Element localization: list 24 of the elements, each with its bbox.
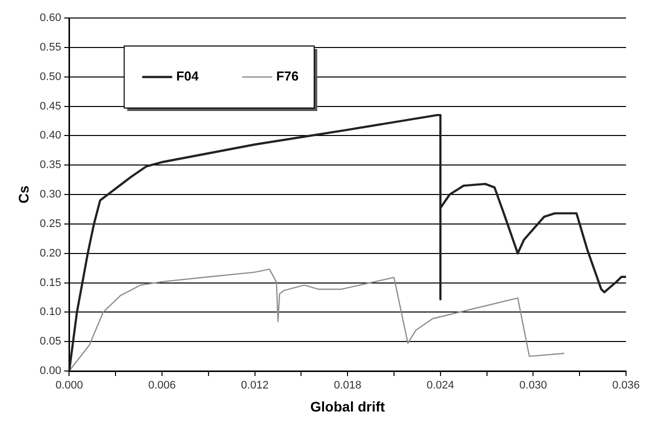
y-tick-label: 0.10 [40, 306, 62, 318]
x-tick-label: 0.018 [334, 380, 362, 392]
legend-label: F76 [276, 68, 299, 84]
y-tick-label: 0.15 [40, 276, 62, 289]
y-tick-label: 0.55 [40, 41, 62, 54]
y-tick-label: 0.05 [40, 336, 62, 348]
legend-label: F04 [176, 68, 200, 84]
y-tick-label: 0.00 [40, 365, 62, 378]
y-tick-label: 0.25 [40, 218, 62, 230]
x-tick-label: 0.000 [55, 380, 83, 392]
y-tick-label: 0.20 [40, 247, 62, 260]
y-tick-label: 0.30 [40, 188, 62, 201]
y-axis-title: Cs [15, 185, 32, 204]
x-tick-label: 0.012 [241, 380, 269, 392]
y-tick-label: 0.35 [40, 159, 62, 172]
x-tick-label: 0.024 [426, 380, 454, 392]
y-tick-label: 0.60 [40, 12, 62, 24]
x-tick-label: 0.030 [519, 380, 547, 392]
x-axis-title: Global drift [310, 398, 386, 414]
y-tick-label: 0.45 [40, 100, 62, 112]
y-tick-label: 0.40 [40, 130, 62, 142]
x-tick-label: 0.036 [612, 380, 640, 392]
x-tick-label: 0.006 [148, 380, 176, 392]
y-tick-label: 0.50 [40, 70, 62, 83]
